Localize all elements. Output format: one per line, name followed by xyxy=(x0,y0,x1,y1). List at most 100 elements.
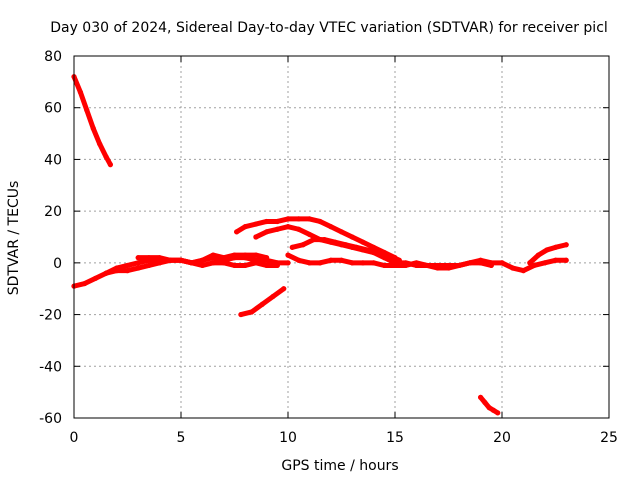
series-arc-baseline-6 xyxy=(499,257,569,274)
data-point xyxy=(189,260,195,266)
data-point xyxy=(253,252,259,258)
y-tick-label: 80 xyxy=(44,49,62,65)
data-point xyxy=(317,260,323,266)
data-point xyxy=(264,229,270,235)
data-point xyxy=(231,252,238,258)
x-tick-label: 5 xyxy=(177,430,186,446)
data-point xyxy=(488,262,494,269)
data-point xyxy=(210,252,216,258)
data-point xyxy=(253,221,259,227)
x-axis-label: GPS time / hours xyxy=(281,458,398,474)
series-arc-baseline-5 xyxy=(392,260,494,271)
data-point xyxy=(231,262,238,269)
y-tick-label: 40 xyxy=(44,152,62,168)
data-point xyxy=(495,410,501,416)
data-point xyxy=(124,262,131,269)
data-point xyxy=(531,262,537,269)
y-axis-label: SDTVAR / TECUs xyxy=(6,181,22,296)
data-point xyxy=(114,268,120,274)
x-tick-label: 10 xyxy=(279,430,297,446)
data-point xyxy=(296,257,302,263)
data-point xyxy=(107,162,113,168)
data-point xyxy=(381,262,387,269)
data-point xyxy=(527,260,533,266)
data-point xyxy=(146,262,152,269)
data-point xyxy=(92,275,98,281)
data-point xyxy=(285,224,291,230)
data-point xyxy=(343,242,349,248)
data-point xyxy=(238,311,244,318)
data-point xyxy=(456,262,462,269)
data-point xyxy=(249,309,255,315)
data-point xyxy=(296,216,302,222)
data-point xyxy=(332,239,338,245)
series-line xyxy=(234,216,398,261)
data-point xyxy=(306,231,312,238)
data-point xyxy=(328,257,334,263)
x-tick-label: 15 xyxy=(386,430,404,446)
data-point xyxy=(482,399,488,406)
data-point xyxy=(552,257,559,263)
data-point xyxy=(82,280,88,287)
data-point xyxy=(317,218,323,225)
data-point xyxy=(242,252,248,258)
y-tick-label: 20 xyxy=(44,204,62,220)
data-point xyxy=(285,252,291,258)
data-point xyxy=(264,218,270,225)
data-point xyxy=(167,257,173,263)
series-line xyxy=(253,224,398,266)
data-point xyxy=(520,268,527,274)
series-arc-negative-2 xyxy=(478,394,501,416)
data-point xyxy=(84,107,90,113)
data-point xyxy=(270,293,276,300)
data-point xyxy=(221,260,227,266)
series-line xyxy=(392,260,494,271)
data-point xyxy=(542,260,548,266)
data-point xyxy=(146,255,152,261)
data-point xyxy=(253,260,259,266)
data-point xyxy=(285,216,291,222)
data-point xyxy=(90,125,96,131)
data-point xyxy=(281,286,287,292)
data-point xyxy=(413,262,419,269)
data-point xyxy=(360,239,366,245)
data-point xyxy=(199,257,205,263)
plot-frame xyxy=(73,55,610,419)
data-point xyxy=(371,260,377,266)
data-point xyxy=(274,262,280,269)
y-tick-label: -40 xyxy=(39,359,62,375)
data-point xyxy=(234,229,240,235)
data-point xyxy=(478,260,484,266)
series-arc-rise-end xyxy=(527,242,569,266)
data-point xyxy=(544,247,550,253)
y-tick-label: 0 xyxy=(53,256,62,272)
data-point xyxy=(135,255,141,261)
data-point xyxy=(435,265,441,271)
data-point xyxy=(328,224,334,230)
data-point xyxy=(77,89,84,95)
data-point xyxy=(157,255,163,261)
data-point xyxy=(103,270,109,276)
data-point xyxy=(97,141,103,147)
data-point xyxy=(349,234,355,240)
data-point xyxy=(321,236,327,243)
series-arc-baseline-3 xyxy=(135,252,270,266)
data-point xyxy=(199,262,205,269)
data-point xyxy=(375,249,381,256)
chart-title: Day 030 of 2024, Sidereal Day-to-day VTE… xyxy=(50,20,608,36)
y-tick-label: 60 xyxy=(44,101,62,117)
data-point xyxy=(535,252,541,258)
x-tick-label: 20 xyxy=(493,430,511,446)
x-tick-label: 0 xyxy=(70,430,79,446)
data-point xyxy=(259,301,265,307)
data-point xyxy=(563,242,569,248)
data-point xyxy=(178,257,184,263)
data-point xyxy=(264,255,270,261)
axis-ticks: 0 5 10 15 20 25 -60 -40 -20 0 20 40 60 80 xyxy=(39,49,618,446)
data-point xyxy=(274,226,280,232)
grid xyxy=(74,56,609,418)
series-arc-descending-start xyxy=(71,74,113,168)
x-tick-label: 25 xyxy=(600,430,618,446)
data-point xyxy=(424,262,430,269)
data-point xyxy=(392,260,398,266)
